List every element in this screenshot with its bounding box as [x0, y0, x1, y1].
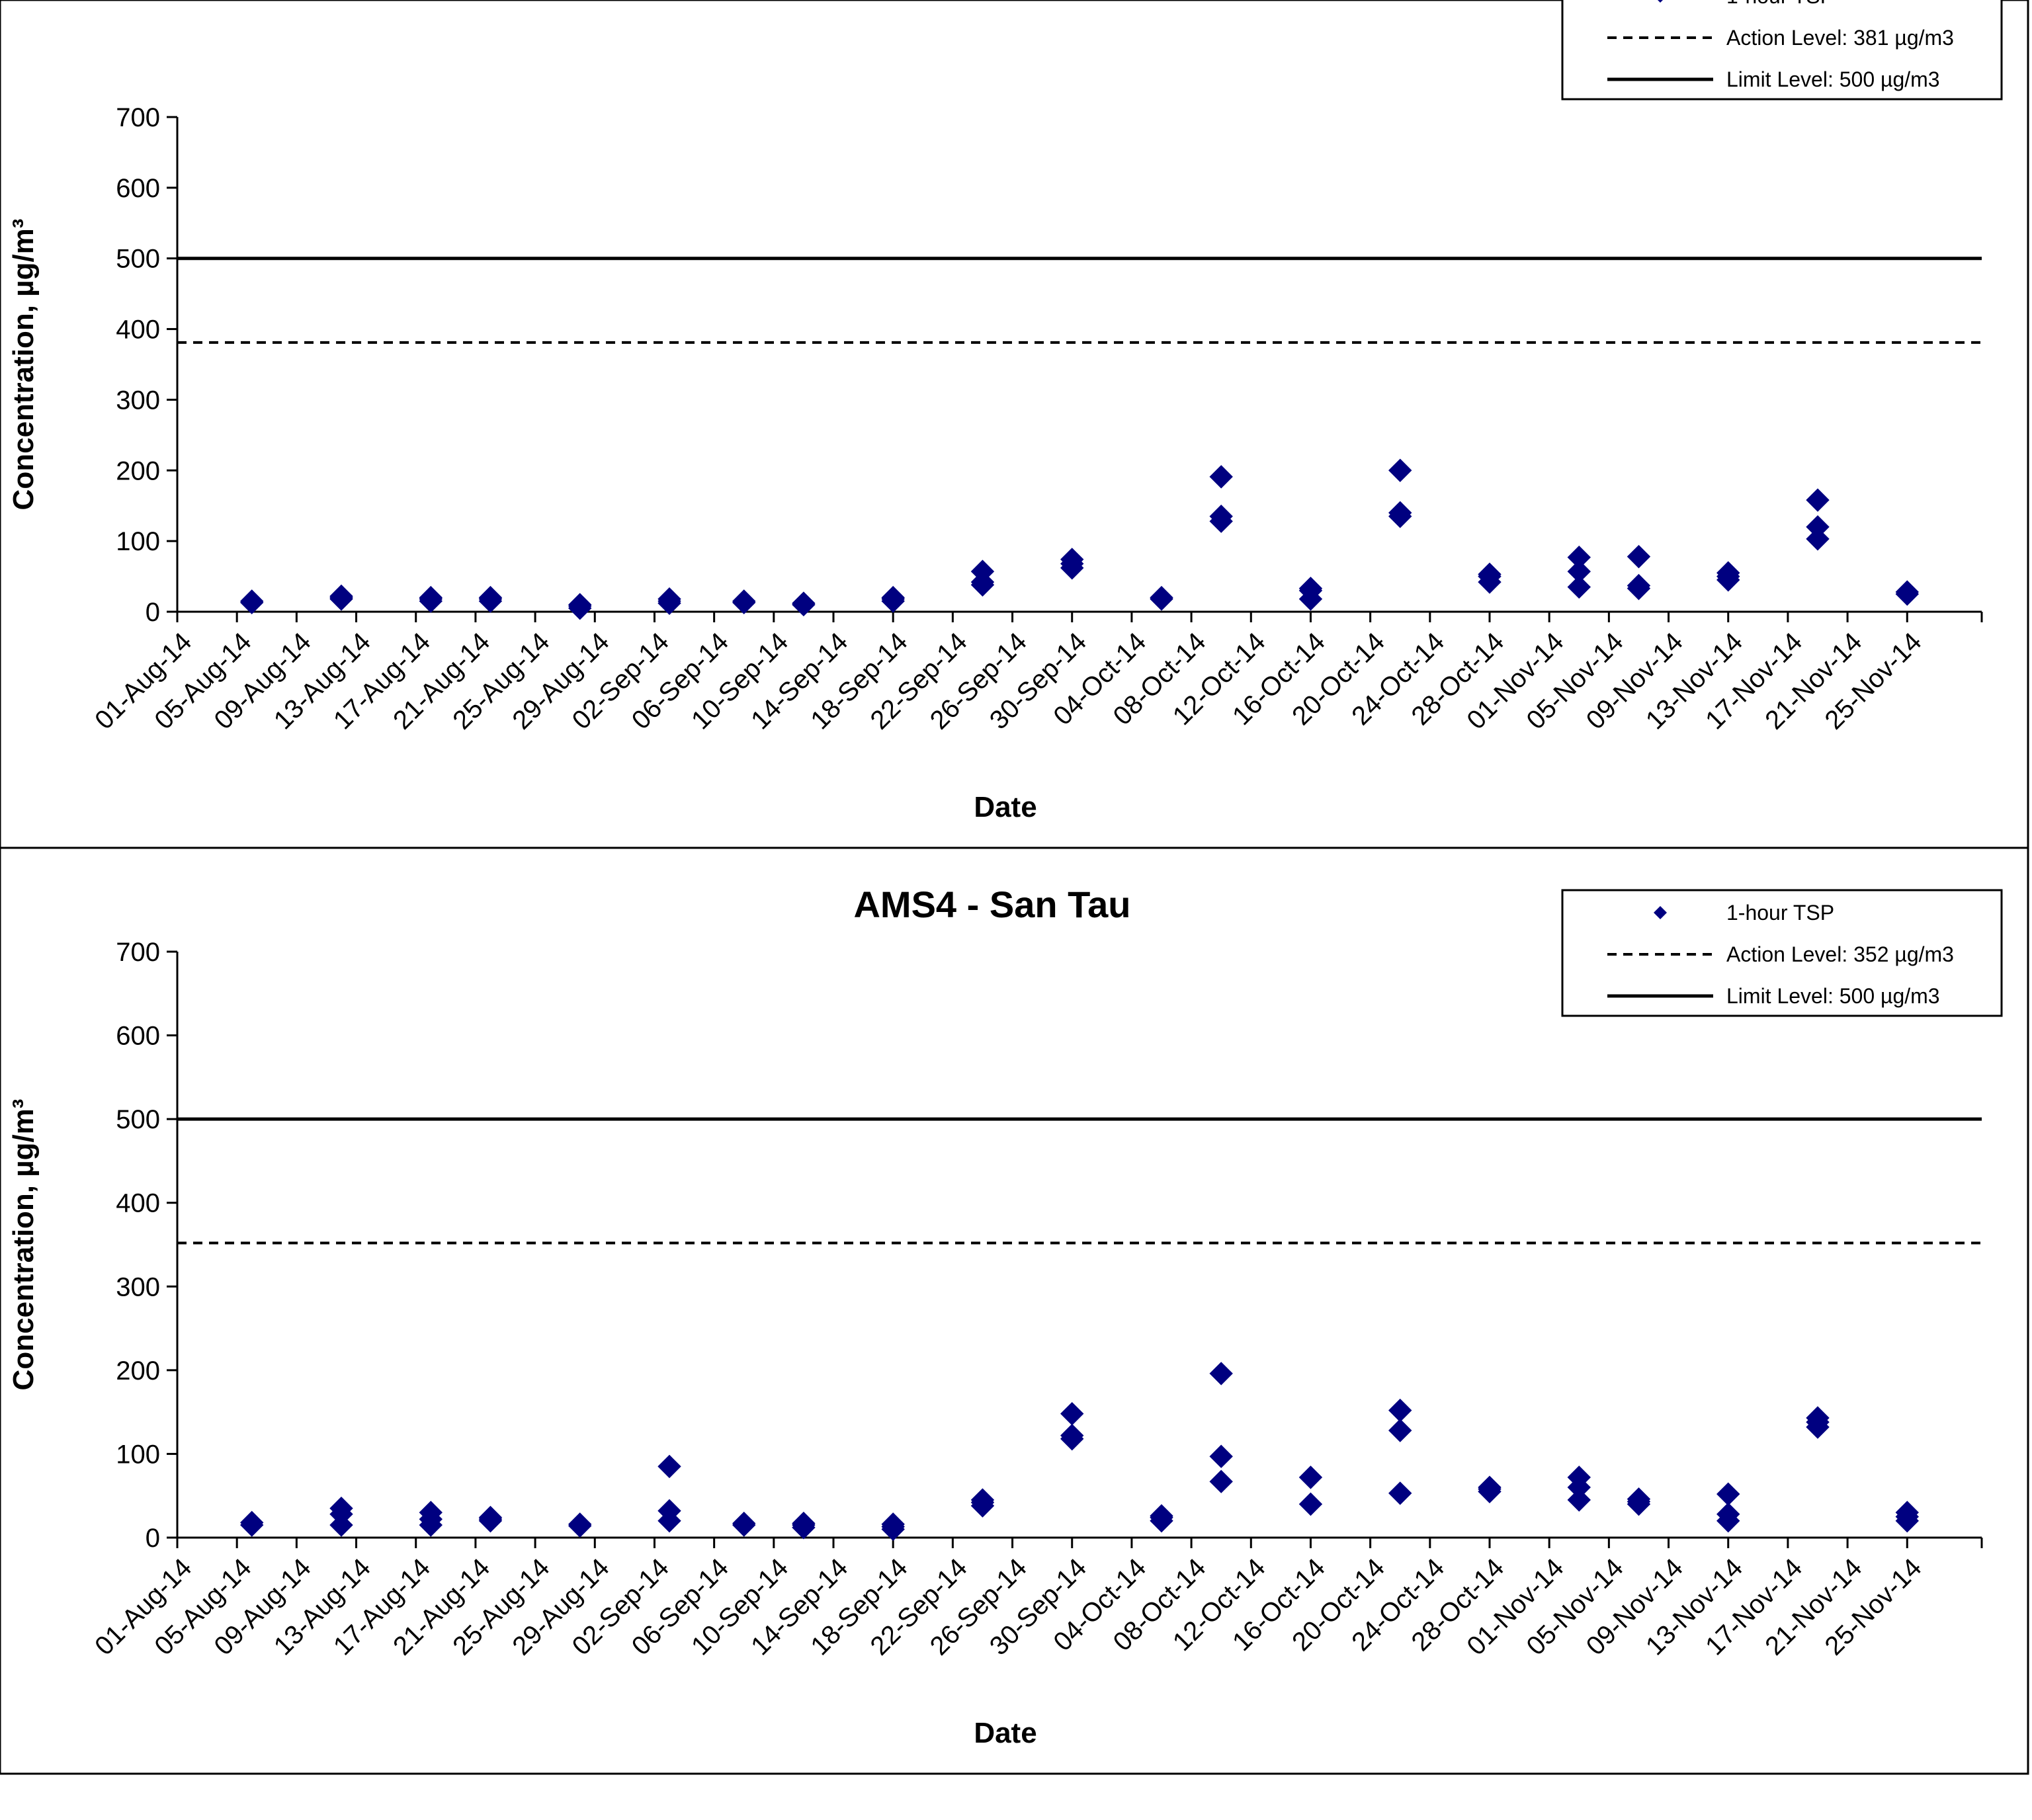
legend: 1-hour TSP Action Level: 352 µg/m3 Limit L… — [1561, 889, 2003, 1017]
data-point — [478, 1505, 503, 1530]
data-point — [657, 1499, 681, 1523]
y-tick-label: 200 — [116, 1356, 160, 1386]
data-point — [1150, 585, 1173, 610]
legend: 1-hour TSP Action Level: 381 µg/m3 Limit L… — [1561, 0, 2003, 101]
data-point — [1806, 515, 1830, 539]
data-point — [732, 589, 756, 613]
y-tick-label: 400 — [116, 315, 160, 345]
chart-panel-2: AMS4 - San Tau010020030040050060070001-A… — [0, 847, 2029, 1775]
y-tick-label: 700 — [116, 103, 160, 132]
data-point — [657, 587, 681, 611]
data-point — [792, 591, 816, 615]
data-point — [1895, 1501, 1919, 1524]
data-point — [1060, 1401, 1084, 1426]
data-point — [1298, 1466, 1323, 1489]
y-tick-label: 200 — [116, 456, 160, 485]
legend-label: Limit Level: 500 µg/m3 — [1726, 984, 1940, 1008]
chart-title: AMS4 - San Tau — [853, 884, 1130, 925]
data-point — [1567, 546, 1591, 569]
data-point — [881, 585, 905, 610]
data-point — [792, 1511, 816, 1536]
data-point — [1150, 1504, 1173, 1528]
y-tick-label: 300 — [116, 1272, 160, 1302]
data-point — [1388, 1398, 1412, 1423]
y-tick-label: 100 — [116, 1440, 160, 1469]
legend-label: Action Level: 352 µg/m3 — [1726, 942, 1954, 966]
data-point — [240, 1510, 264, 1534]
data-point — [1806, 488, 1830, 512]
data-point — [1895, 580, 1919, 604]
data-point — [1388, 501, 1412, 525]
panel-border — [0, 847, 2029, 1775]
y-tick-label: 500 — [116, 245, 160, 274]
y-axis-title: Concentration, µg/m³ — [7, 1099, 40, 1391]
data-point — [1060, 1423, 1084, 1448]
x-axis-title: Date — [974, 791, 1037, 823]
y-tick-label: 100 — [116, 527, 160, 556]
data-point — [1567, 575, 1591, 599]
data-point — [881, 1512, 905, 1536]
data-point — [329, 1496, 353, 1520]
legend-label: Limit Level: 500 µg/m3 — [1726, 67, 1940, 91]
data-point — [1209, 505, 1233, 528]
y-tick-label: 600 — [116, 174, 160, 203]
data-point — [568, 593, 592, 617]
data-point — [1716, 561, 1740, 585]
data-point — [478, 585, 503, 610]
data-point — [1627, 544, 1651, 569]
y-tick-label: 600 — [116, 1022, 160, 1051]
chart-panel-1: AMS1 - Sha Po Wan01002003004005006007000… — [0, 0, 2029, 849]
legend-label: Action Level: 381 µg/m3 — [1726, 26, 1954, 50]
legend-label: 1-hour TSP — [1726, 0, 1834, 8]
data-point — [1627, 1487, 1651, 1511]
data-point — [1567, 1488, 1591, 1512]
legend-label: 1-hour TSP — [1726, 901, 1834, 925]
data-point — [657, 1454, 681, 1479]
data-point — [1716, 1482, 1740, 1506]
data-point — [1298, 577, 1323, 600]
x-axis-title: Date — [974, 1717, 1037, 1749]
data-point — [1388, 458, 1412, 482]
data-point — [1388, 1481, 1412, 1505]
data-point — [970, 559, 995, 583]
data-point — [1298, 1492, 1323, 1516]
data-point — [1806, 1406, 1830, 1430]
chart-title: AMS1 - Sha Po Wan — [818, 0, 1167, 1]
data-point — [568, 1512, 592, 1536]
data-point — [329, 584, 353, 608]
data-point — [1209, 1469, 1233, 1493]
data-point — [1567, 1466, 1591, 1489]
data-point — [1209, 1444, 1233, 1468]
data-point — [732, 1511, 756, 1536]
legend-box — [1561, 0, 2003, 101]
data-point — [970, 1488, 995, 1512]
legend-marker — [1654, 906, 1667, 919]
y-tick-label: 0 — [146, 1524, 160, 1553]
data-point — [1478, 562, 1502, 587]
data-point — [1209, 1362, 1233, 1386]
data-point — [419, 585, 443, 610]
y-tick-label: 400 — [116, 1189, 160, 1218]
y-tick-label: 700 — [116, 938, 160, 967]
data-point — [1478, 1475, 1502, 1499]
data-point — [1209, 465, 1233, 489]
data-point — [419, 1501, 443, 1524]
data-point — [1716, 1502, 1740, 1526]
data-point — [1388, 1419, 1412, 1442]
legend-marker — [1658, 0, 1663, 3]
data-point — [1627, 573, 1651, 598]
y-axis-title: Concentration, µg/m³ — [7, 219, 40, 511]
data-point — [1060, 548, 1084, 571]
data-point — [1806, 527, 1830, 551]
data-point — [240, 591, 264, 614]
y-tick-label: 300 — [116, 386, 160, 415]
y-tick-label: 500 — [116, 1105, 160, 1134]
y-tick-label: 0 — [146, 598, 160, 627]
data-point — [1567, 559, 1591, 583]
